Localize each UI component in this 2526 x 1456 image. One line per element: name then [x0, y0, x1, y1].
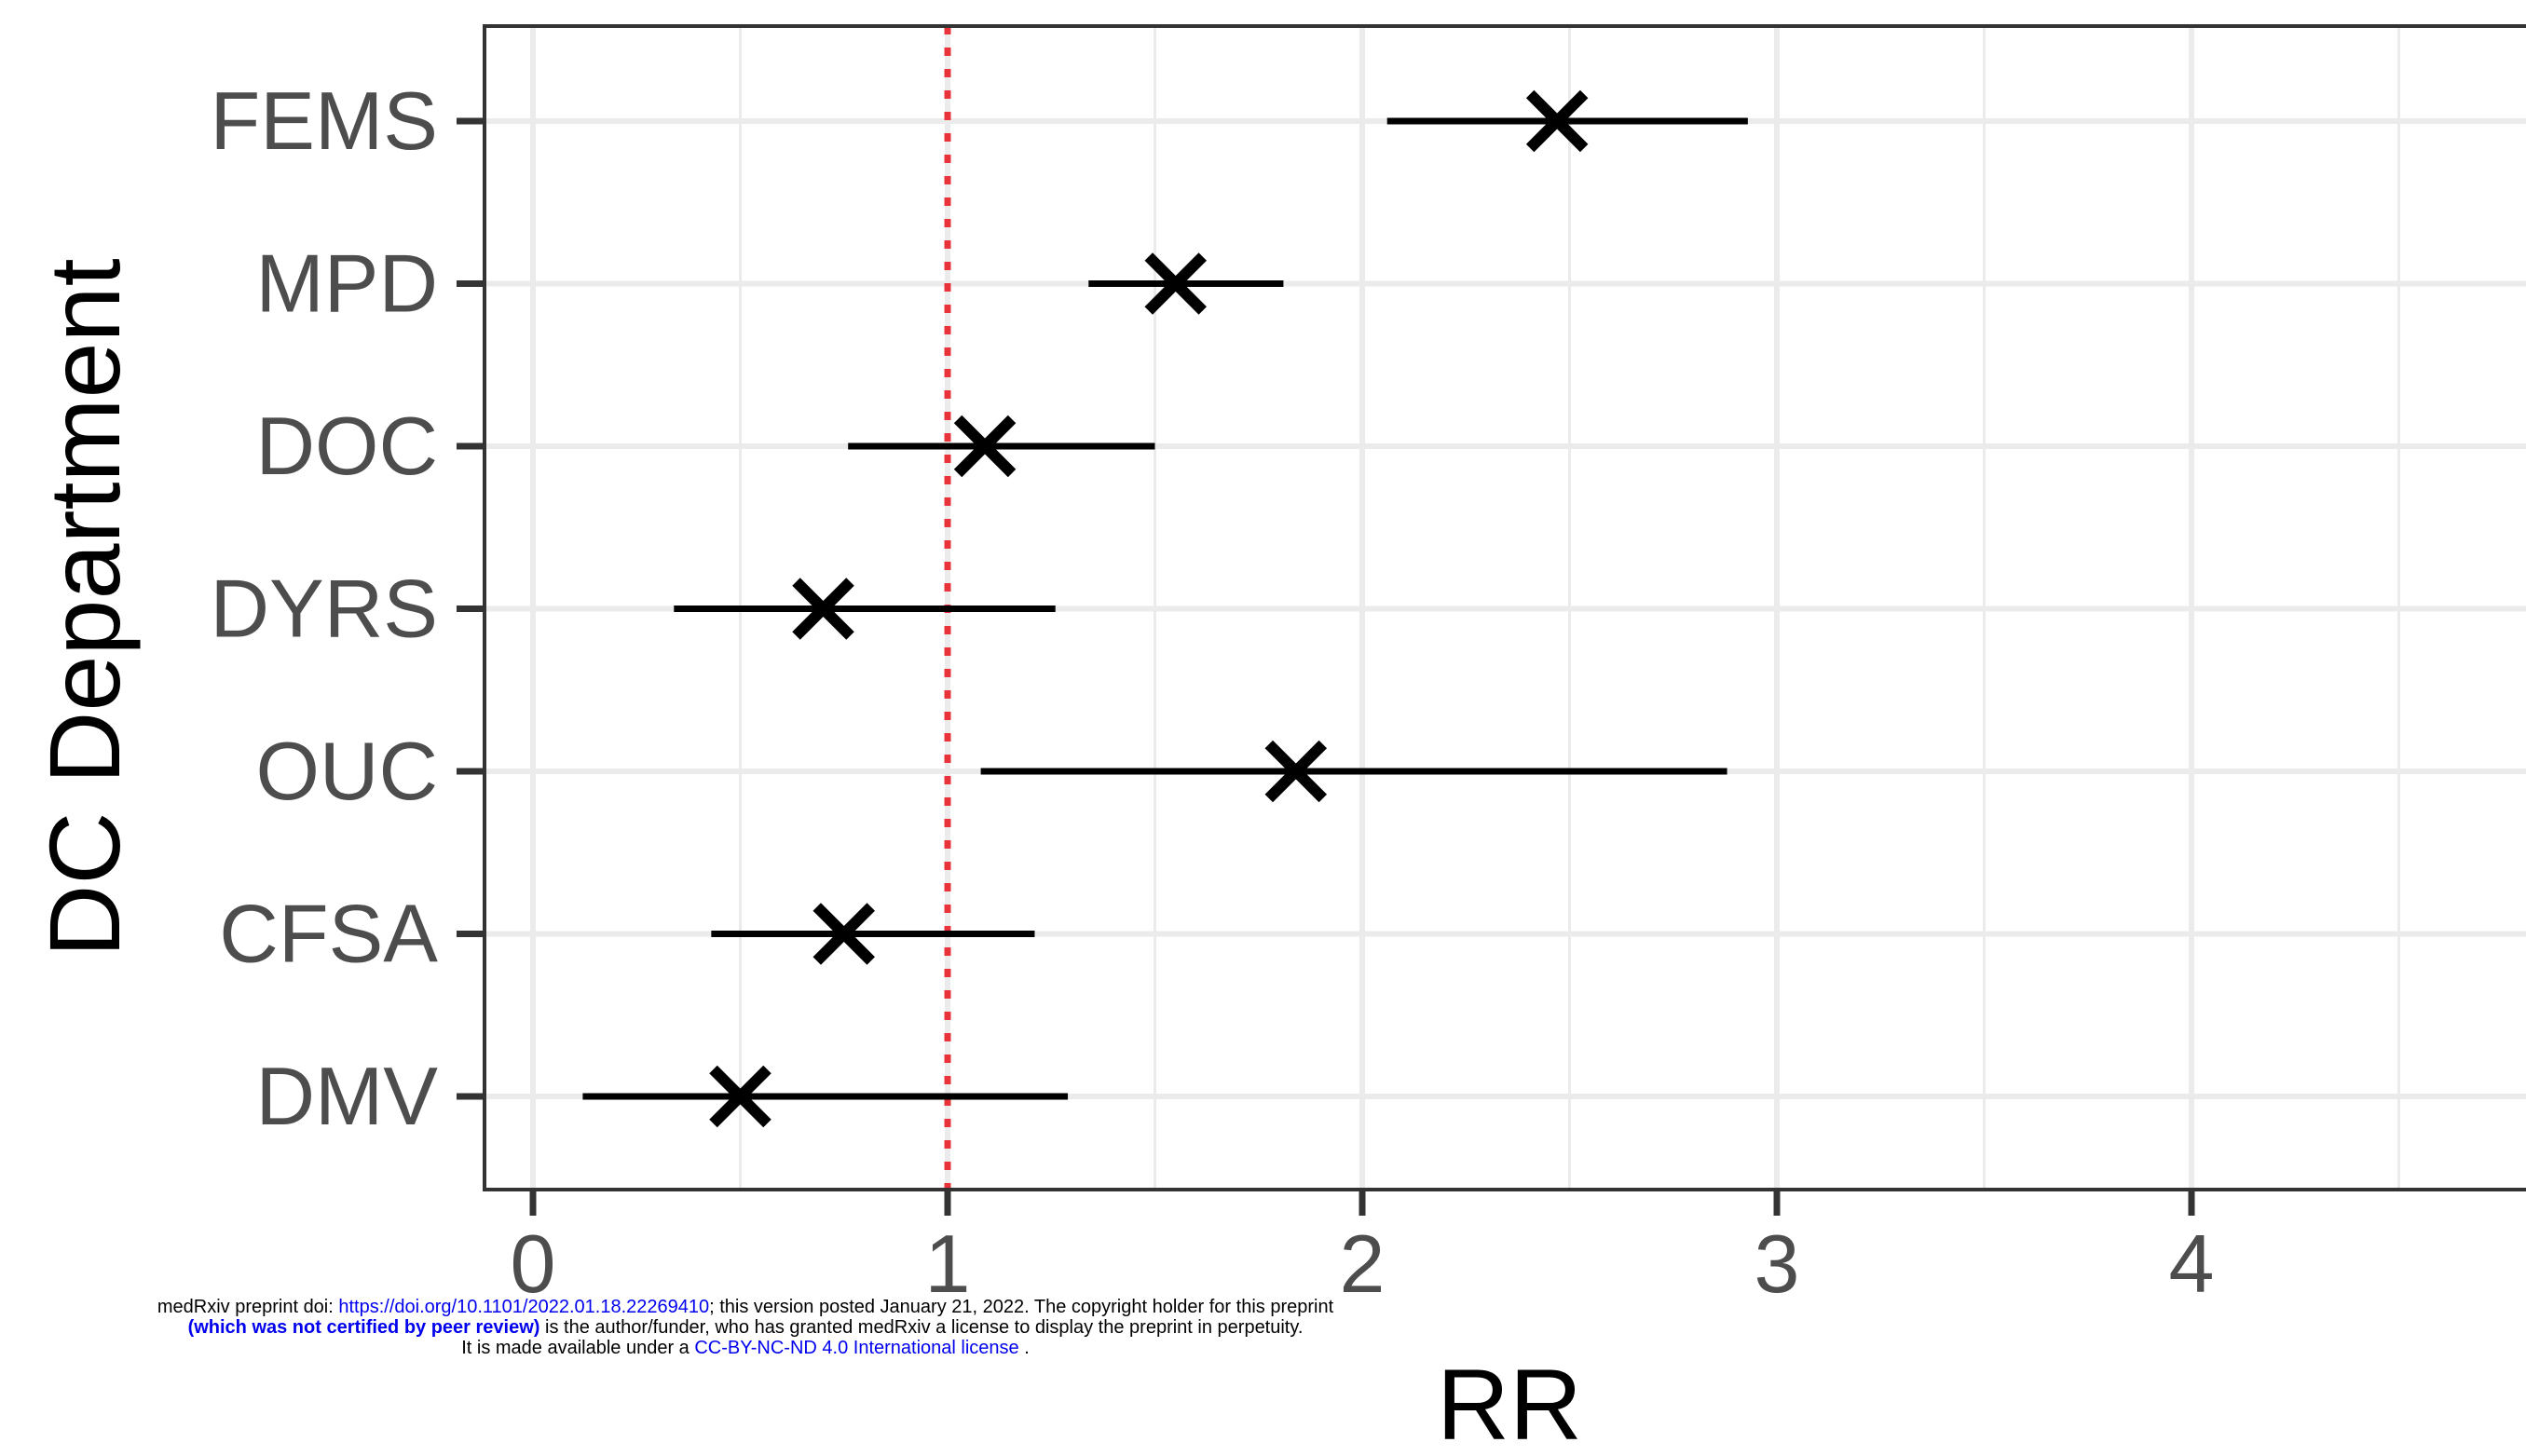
y-tick-label-ouc: OUC — [255, 725, 438, 817]
preprint-notice-line-1: medRxiv preprint doi: https://doi.org/10… — [157, 1297, 1334, 1317]
y-tick-label-fems: FEMS — [211, 75, 438, 167]
confidence-intervals — [582, 117, 1748, 1100]
y-tick-label-doc: DOC — [255, 400, 438, 492]
y-axis-title: DC Department — [28, 258, 141, 957]
point-estimates — [709, 89, 1589, 1128]
estimate-marker-cfsa — [812, 903, 875, 965]
estimate-marker-ouc — [1264, 740, 1328, 803]
x-tick-label: 4 — [2169, 1218, 2215, 1310]
license-link[interactable]: CC-BY-NC-ND 4.0 International license — [694, 1338, 1019, 1358]
x-axis-title: RR — [1437, 1348, 1582, 1456]
y-tick-label-mpd: MPD — [255, 238, 438, 330]
x-tick-label: 1 — [925, 1218, 971, 1310]
x-tick-label: 3 — [1755, 1218, 1800, 1310]
x-tick-label: 0 — [511, 1218, 556, 1310]
estimate-marker-dmv — [709, 1065, 771, 1128]
x-tick-label: 2 — [1340, 1218, 1386, 1310]
estimate-marker-doc — [953, 415, 1017, 478]
estimate-marker-mpd — [1144, 252, 1207, 315]
y-tick-label-dyrs: DYRS — [211, 563, 439, 655]
preprint-notice: medRxiv preprint doi: https://doi.org/10… — [0, 1297, 1491, 1358]
y-axis: FEMS MPD DOC DYRS OUC CFSA DMV — [211, 75, 485, 1142]
doi-link[interactable]: https://doi.org/10.1101/2022.01.18.22269… — [338, 1297, 710, 1317]
y-tick-label-dmv: DMV — [255, 1050, 438, 1142]
preprint-notice-line-3: It is made available under a CC-BY-NC-ND… — [461, 1338, 1030, 1358]
estimate-marker-fems — [1525, 89, 1589, 153]
estimate-marker-dyrs — [792, 578, 854, 640]
preprint-notice-line-2: (which was not certified by peer review)… — [187, 1317, 1304, 1338]
y-tick-label-cfsa: CFSA — [219, 888, 438, 980]
x-axis: 0 1 2 3 4 — [511, 1190, 2215, 1310]
